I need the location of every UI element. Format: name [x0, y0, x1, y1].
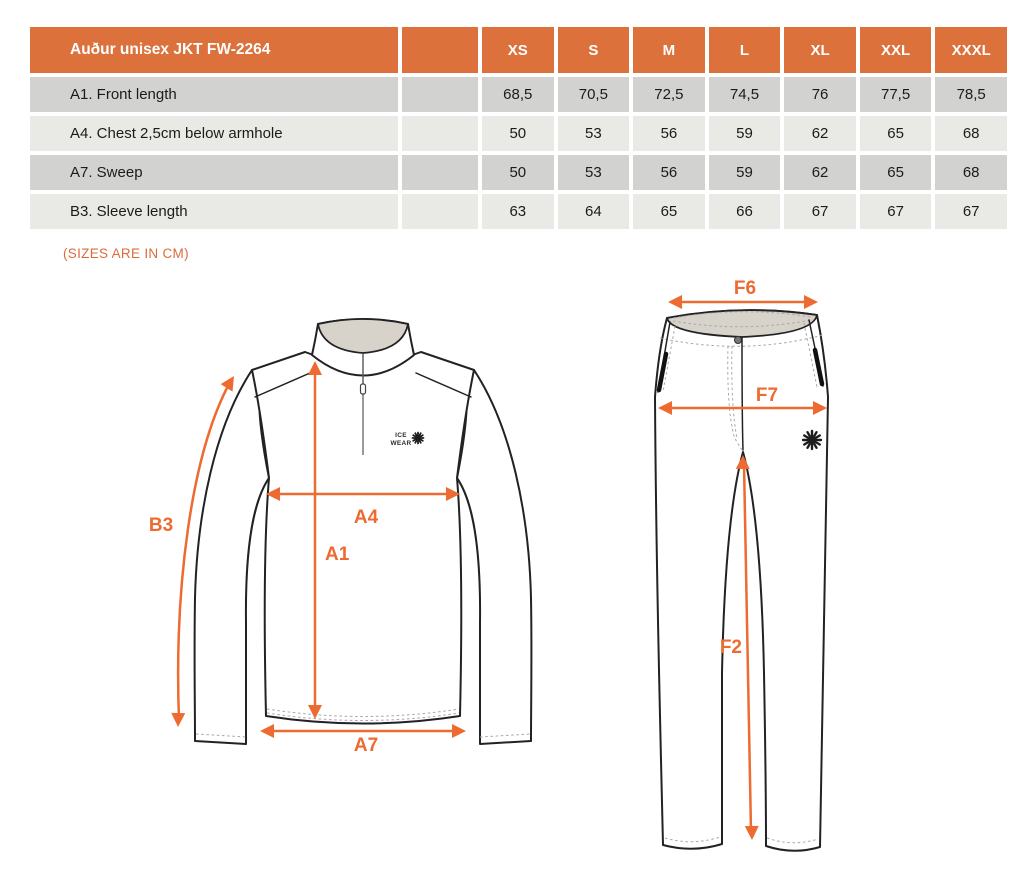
table-row-front-length: A1. Front length 68,5 70,5 72,5 74,5 76 … [30, 77, 1007, 112]
size-value: 74,5 [708, 77, 781, 112]
size-value: 56 [633, 155, 705, 190]
pants-body [654, 309, 829, 852]
measure-label-f7: F7 [756, 385, 778, 406]
table-row-chest: A4. Chest 2,5cm below armhole 50 53 56 5… [30, 116, 1007, 151]
measure-label-f2: F2 [720, 637, 742, 658]
size-value: 64 [557, 194, 630, 229]
size-value: 77,5 [859, 77, 932, 112]
size-value: 59 [708, 116, 781, 151]
right-cuff-stitch [479, 733, 531, 738]
left-cuff-stitch [195, 733, 247, 738]
size-value: 65 [633, 194, 705, 229]
waist-opening [666, 309, 818, 338]
size-value: 72,5 [633, 77, 705, 112]
left-pocket [656, 321, 676, 393]
header-spacer-cell [402, 27, 478, 73]
waist-stitch [672, 319, 812, 328]
table-header-row: Auður unisex JKT FW-2264 XS S M L XL XXL… [30, 27, 1007, 73]
size-value: 70,5 [557, 77, 630, 112]
left-hem-stitch [664, 836, 721, 843]
spacer-cell [402, 155, 478, 190]
size-header-l: L [708, 27, 781, 73]
row-label: A4. Chest 2,5cm below armhole [30, 116, 398, 151]
size-value: 67 [859, 194, 932, 229]
center-front-seam [741, 336, 744, 451]
measure-arrow-a4 [266, 487, 460, 501]
table-row-sweep: A7. Sweep 50 53 56 59 62 65 68 [30, 155, 1007, 190]
size-value: 62 [784, 155, 856, 190]
measure-label-a1: A1 [325, 544, 350, 565]
zipper-pull [359, 383, 367, 395]
measure-arrow-a7 [260, 724, 466, 738]
pants-diagram: F6 F7 F2 [654, 278, 829, 852]
size-value: 50 [482, 116, 554, 151]
jacket-body [251, 351, 475, 725]
row-label: A1. Front length [30, 77, 398, 112]
fly-stitch [727, 345, 743, 451]
jacket-right-sleeve [456, 369, 533, 745]
jacket-left-sleeve [193, 369, 270, 745]
row-label: B3. Sleeve length [30, 194, 398, 229]
size-header-m: M [633, 27, 705, 73]
brand-logo: ICE WEAR [390, 431, 425, 447]
measure-arrow-a1 [308, 361, 322, 719]
spacer-cell [402, 194, 478, 229]
brand-line1: ICE [395, 432, 407, 439]
size-value: 53 [557, 155, 630, 190]
row-label: A7. Sweep [30, 155, 398, 190]
size-header-xxl: XXL [859, 27, 932, 73]
measure-arrow-b3 [171, 376, 234, 727]
size-table: Auður unisex JKT FW-2264 XS S M L XL XXL… [26, 23, 1011, 233]
left-raglan-seam [254, 372, 311, 398]
jacket-diagram: ICE WEAR A4 A1 A7 B3 [149, 318, 533, 756]
brand-line2: WEAR [390, 440, 411, 447]
measure-label-a7: A7 [354, 735, 378, 756]
size-value: 78,5 [935, 77, 1007, 112]
size-header-xxxl: XXXL [935, 27, 1007, 73]
hem-stitch [266, 708, 460, 717]
size-header-xs: XS [482, 27, 554, 73]
right-pocket [803, 319, 825, 388]
size-header-xl: XL [784, 27, 856, 73]
measure-arrow-f2 [735, 455, 759, 840]
size-value: 67 [935, 194, 1007, 229]
size-value: 68,5 [482, 77, 554, 112]
size-value: 56 [633, 116, 705, 151]
size-value: 65 [859, 116, 932, 151]
size-value: 66 [708, 194, 781, 229]
units-note: (SIZES ARE IN CM) [63, 246, 189, 261]
right-hem-stitch [766, 837, 819, 844]
waist-button [734, 336, 742, 344]
snowflake-icon [801, 429, 823, 451]
waist-stitch [672, 311, 812, 319]
size-value: 50 [482, 155, 554, 190]
hem-stitch [266, 712, 460, 721]
table-row-sleeve-length: B3. Sleeve length 63 64 65 66 67 67 67 [30, 194, 1007, 229]
spacer-cell [402, 116, 478, 151]
size-value: 67 [784, 194, 856, 229]
size-value: 62 [784, 116, 856, 151]
fly-stitch [731, 345, 738, 439]
measure-label-a4: A4 [354, 507, 379, 528]
size-value: 68 [935, 155, 1007, 190]
right-raglan-seam [415, 372, 472, 398]
measure-label-b3: B3 [149, 515, 173, 536]
size-value: 53 [557, 116, 630, 151]
spacer-cell [402, 77, 478, 112]
size-header-s: S [557, 27, 630, 73]
snowflake-icon [411, 431, 425, 445]
size-value: 59 [708, 155, 781, 190]
collar-inner [317, 318, 409, 354]
size-value: 65 [859, 155, 932, 190]
size-value: 63 [482, 194, 554, 229]
measure-label-f6: F6 [734, 278, 756, 299]
product-title: Auður unisex JKT FW-2264 [30, 27, 398, 73]
measure-arrow-f7 [658, 401, 827, 415]
size-value: 68 [935, 116, 1007, 151]
measure-arrow-f6 [668, 295, 818, 309]
size-value: 76 [784, 77, 856, 112]
